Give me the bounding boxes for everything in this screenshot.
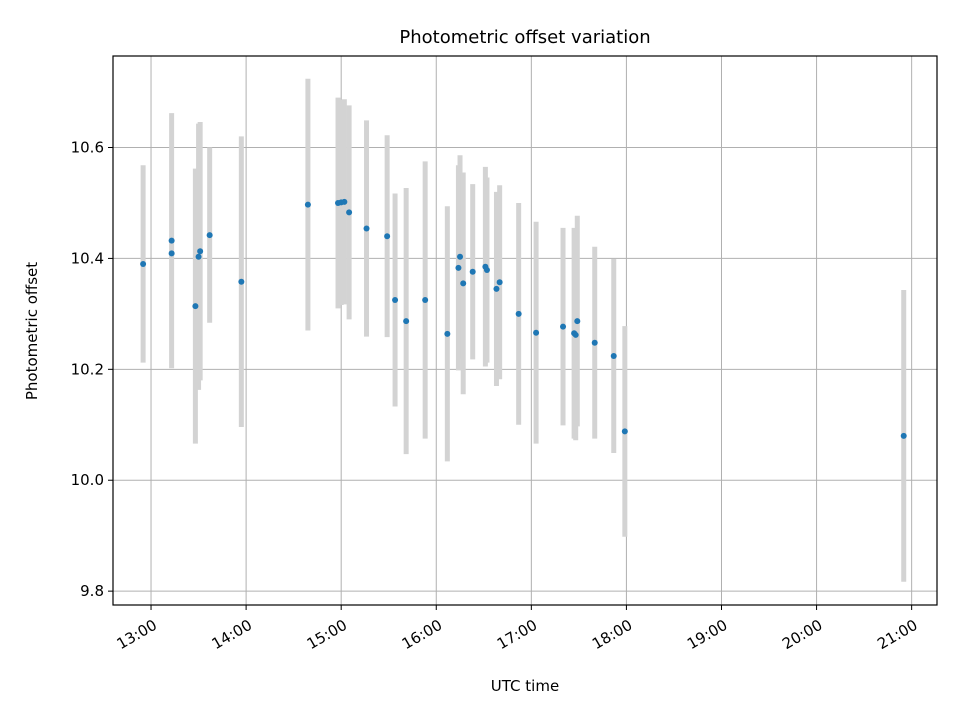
data-point	[457, 253, 464, 260]
data-point	[574, 318, 581, 325]
data-point	[392, 297, 399, 303]
data-point	[533, 329, 540, 336]
y-tick-label: 10.6	[71, 139, 104, 157]
data-point	[140, 260, 147, 267]
data-point	[168, 237, 175, 244]
data-point	[346, 209, 353, 216]
data-point	[168, 250, 175, 257]
plot-frame	[112, 55, 938, 606]
data-point	[460, 280, 467, 287]
data-point	[455, 264, 462, 271]
data-point	[610, 353, 617, 360]
data-point	[206, 232, 213, 239]
data-point	[304, 201, 311, 208]
data-points	[140, 198, 907, 439]
data-point	[591, 339, 598, 346]
data-point	[515, 310, 522, 317]
y-tick-label: 10.2	[71, 360, 104, 378]
data-point	[493, 285, 500, 292]
data-point	[341, 198, 348, 205]
y-tick-label: 10.4	[71, 249, 104, 267]
data-point	[444, 330, 451, 337]
data-point	[192, 303, 199, 310]
y-tick-label: 10.0	[71, 471, 104, 489]
data-point	[422, 297, 429, 303]
x-axis-label: UTC time	[491, 677, 559, 695]
y-axis-ticks: 9.8 10.0 10.2 10.4 10.6	[71, 139, 113, 600]
data-point	[483, 267, 490, 274]
data-point	[572, 331, 579, 338]
data-point	[496, 279, 503, 286]
data-point	[238, 278, 245, 285]
data-point	[621, 428, 628, 435]
chart-title: Photometric offset variation	[399, 27, 650, 48]
data-point	[195, 253, 202, 260]
data-point	[197, 248, 204, 255]
data-point	[403, 318, 410, 325]
y-tick-label: 9.8	[80, 582, 104, 600]
data-point	[900, 432, 907, 439]
data-point	[384, 233, 391, 240]
data-point	[469, 268, 476, 275]
data-point	[560, 323, 567, 330]
y-axis-label: Photometric offset	[23, 262, 41, 400]
data-point	[363, 225, 370, 232]
